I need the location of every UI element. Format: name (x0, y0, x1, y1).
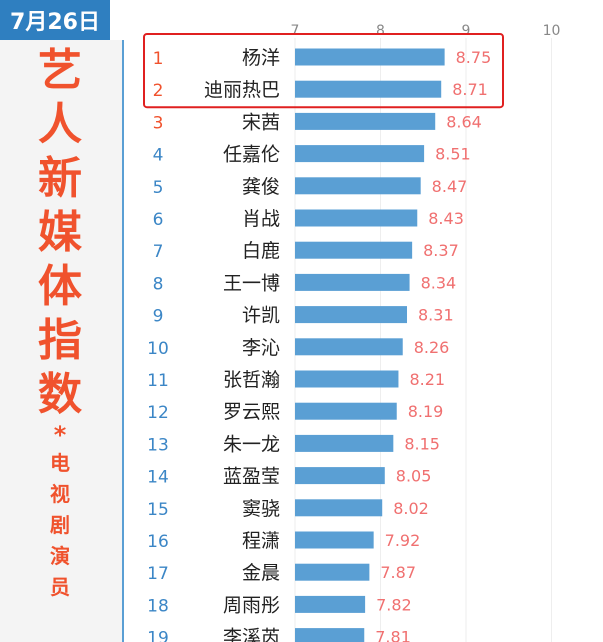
x-tick-label: 10 (543, 23, 561, 39)
title-star: * (53, 421, 67, 449)
name-label: 李溪芮 (223, 627, 280, 642)
value-label: 8.31 (418, 306, 454, 325)
bar (295, 370, 399, 388)
name-label: 许凯 (242, 305, 280, 327)
bar-chart: 7 8 9 10 1 杨洋 8.75 2 迪丽热巴 8.71 3 宋茜 8.64 4 任嘉伦 8.51 5 龚俊 8… (143, 23, 561, 642)
name-label: 罗云熙 (223, 401, 280, 423)
value-label: 8.26 (414, 338, 450, 357)
highlight-box (143, 33, 504, 109)
name-label: 李沁 (242, 337, 280, 359)
title-char: 体 (38, 261, 82, 312)
bar (295, 563, 370, 581)
bar (295, 434, 394, 452)
name-label: 周雨彤 (223, 594, 280, 616)
title-char: 媒 (38, 207, 82, 258)
name-label: 任嘉伦 (223, 144, 280, 166)
name-label: 张哲瀚 (223, 369, 280, 391)
value-label: 8.64 (446, 112, 482, 131)
name-label: 肖战 (242, 208, 280, 230)
value-label: 8.43 (428, 209, 464, 228)
rank-label: 13 (147, 435, 169, 455)
bar (295, 145, 425, 163)
rank-label: 4 (153, 146, 164, 166)
bar (295, 628, 365, 642)
value-label: 8.71 (452, 80, 488, 99)
x-tick-label: 8 (376, 23, 385, 39)
value-label: 8.21 (409, 370, 445, 389)
left-panel (0, 40, 124, 642)
rank-label: 14 (147, 468, 169, 488)
name-label: 白鹿 (242, 240, 280, 262)
bar (295, 531, 374, 549)
bar (295, 595, 366, 613)
subtitle-char: 剧 (50, 513, 70, 537)
bar (295, 80, 442, 98)
value-label: 7.81 (375, 628, 411, 642)
value-label: 8.75 (456, 48, 492, 67)
rank-label: 18 (147, 596, 169, 616)
value-label: 7.82 (376, 595, 412, 614)
date-tab: 7月26日 (0, 0, 110, 40)
value-label: 8.19 (408, 402, 444, 421)
rank-label: 12 (147, 403, 169, 423)
name-label: 程潇 (242, 530, 280, 552)
bar (295, 499, 383, 517)
title-char: 指 (38, 315, 82, 366)
bar (295, 209, 418, 227)
title-char: 人 (38, 99, 82, 150)
name-label: 迪丽热巴 (204, 79, 280, 101)
subtitle-char: 演 (50, 544, 70, 568)
rank-label: 17 (147, 564, 169, 584)
name-label: 杨洋 (242, 47, 280, 69)
rank-label: 3 (153, 113, 164, 133)
rank-label: 9 (153, 307, 164, 327)
vertical-title: 艺人新媒体指数 * 电视剧演员 (0, 44, 120, 603)
rank-label: 8 (153, 274, 164, 294)
value-label: 8.47 (432, 177, 468, 196)
value-label: 7.87 (380, 563, 416, 582)
rank-label: 10 (147, 339, 169, 359)
rank-label: 19 (147, 629, 169, 642)
subtitle-char: 电 (50, 451, 70, 475)
x-tick-label: 7 (291, 23, 300, 39)
subtitle-char: 员 (50, 575, 70, 599)
value-label: 7.92 (385, 531, 421, 550)
rank-label: 6 (153, 210, 164, 230)
name-label: 窦骁 (242, 498, 280, 520)
bar (295, 467, 385, 485)
name-label: 朱一龙 (223, 433, 280, 455)
bar (295, 48, 445, 66)
name-label: 宋茜 (242, 111, 280, 133)
title-char: 数 (38, 369, 82, 420)
rank-label: 5 (153, 178, 164, 198)
title-char: 新 (38, 153, 82, 204)
x-tick-label: 9 (462, 23, 471, 39)
rank-label: 15 (147, 500, 169, 520)
value-label: 8.51 (435, 145, 471, 164)
value-label: 8.15 (404, 434, 440, 453)
title-char: 艺 (38, 45, 82, 96)
bar (295, 241, 413, 259)
bar (295, 338, 403, 356)
name-label: 蓝盈莹 (223, 466, 280, 488)
value-label: 8.02 (393, 499, 429, 518)
bar (295, 306, 408, 324)
rank-label: 16 (147, 532, 169, 552)
rank-label: 1 (153, 49, 164, 69)
bar (295, 273, 410, 291)
name-label: 王一博 (223, 272, 280, 294)
name-label: 龚俊 (242, 176, 280, 198)
value-label: 8.05 (396, 467, 432, 486)
rank-label: 2 (153, 81, 164, 101)
name-label: 金晨 (242, 562, 280, 584)
subtitle-char: 视 (50, 482, 70, 506)
bar (295, 112, 436, 130)
bar (295, 177, 421, 195)
bar (295, 402, 397, 420)
rank-label: 7 (153, 242, 164, 262)
value-label: 8.37 (423, 241, 459, 260)
value-label: 8.34 (421, 273, 457, 292)
rank-label: 11 (147, 371, 169, 391)
